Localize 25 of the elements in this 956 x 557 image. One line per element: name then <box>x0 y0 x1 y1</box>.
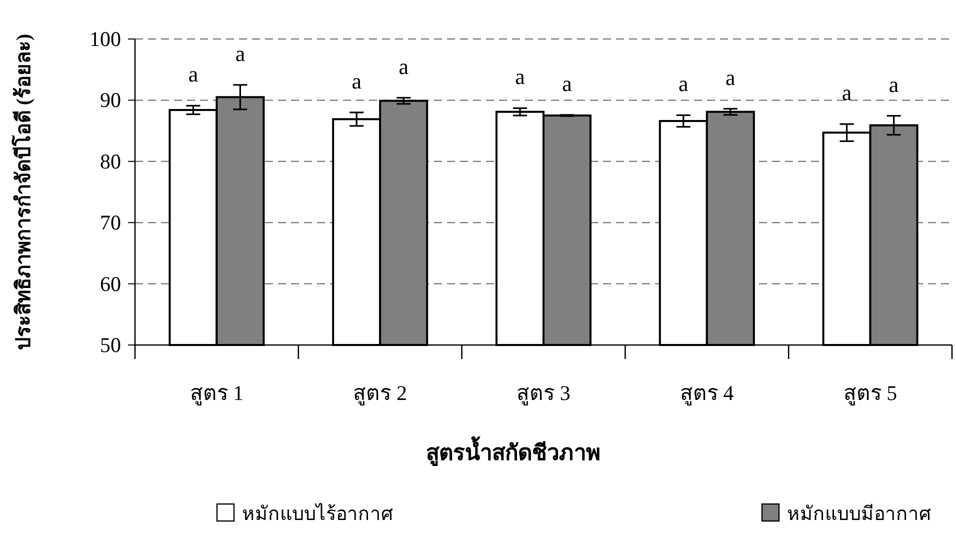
y-tick-label: 60 <box>100 272 121 296</box>
x-axis-title: สูตรน้ำสกัดชีวภาพ <box>426 436 601 467</box>
y-tick-label: 100 <box>90 27 121 51</box>
data-label: a <box>235 40 246 66</box>
data-label: a <box>515 64 526 90</box>
y-tick-label: 50 <box>100 333 121 357</box>
x-tick-label: สูตร 2 <box>353 381 407 406</box>
x-tick-label: สูตร 3 <box>516 381 570 406</box>
y-axis-title: ประสิทธิภาพการกำจัดบีโอดี (ร้อยละ) <box>11 34 35 350</box>
data-label: a <box>352 68 362 94</box>
x-tick-label: สูตร 5 <box>843 381 898 406</box>
data-label: a <box>678 71 689 96</box>
y-tick-label: 80 <box>100 149 121 174</box>
legend-label: หมักแบบมีอากาศ <box>787 503 931 525</box>
data-label: a <box>188 62 198 87</box>
y-tick-label: 70 <box>100 210 121 235</box>
data-label: a <box>888 72 899 97</box>
data-label: a <box>562 70 572 96</box>
data-label: a <box>726 64 736 90</box>
x-tick-label: สูตร 1 <box>190 381 244 406</box>
legend-label: หมักแบบไร้อากาศ <box>242 503 393 525</box>
y-tick-label: 90 <box>100 88 121 112</box>
x-tick-label: สูตร 4 <box>680 381 734 406</box>
data-label: a <box>398 54 409 79</box>
data-label: a <box>842 80 852 106</box>
